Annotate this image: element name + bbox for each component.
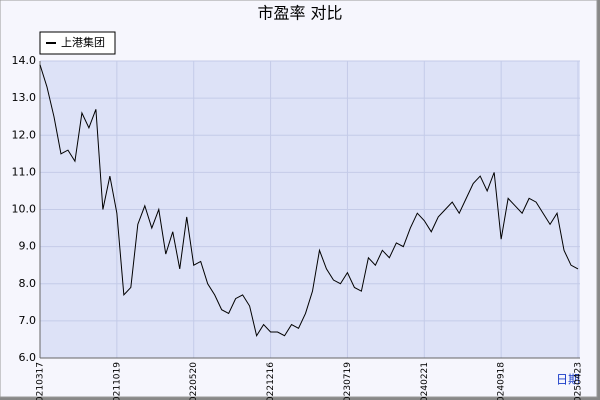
y-tick-label: 7.0 bbox=[19, 314, 37, 327]
y-tick-label: 14.0 bbox=[12, 54, 37, 67]
y-tick-label: 6.0 bbox=[19, 351, 37, 364]
x-tick-label: 20240221 bbox=[420, 362, 430, 400]
x-tick-label: 20210317 bbox=[36, 362, 46, 400]
x-tick-label: 20221216 bbox=[266, 362, 276, 400]
legend-label: 上港集团 bbox=[61, 35, 105, 49]
y-tick-label: 10.0 bbox=[12, 203, 37, 216]
y-tick-label: 8.0 bbox=[19, 277, 37, 290]
line bbox=[39, 64, 579, 338]
x-axis-label: 日期 bbox=[556, 373, 580, 387]
legend-box bbox=[39, 31, 116, 55]
x-tick-label: 20211019 bbox=[112, 362, 122, 400]
y-tick-label: 11.0 bbox=[12, 165, 37, 178]
x-tick-label: 20250423 bbox=[574, 362, 584, 400]
chart-title: 市盈率 对比 bbox=[257, 4, 342, 23]
x-tick-label: 20230719 bbox=[343, 362, 353, 400]
x-tick-label: 20240918 bbox=[497, 362, 507, 400]
x-tick-label: 20220520 bbox=[189, 362, 199, 400]
y-tick-label: 12.0 bbox=[12, 128, 37, 141]
y-tick-label: 13.0 bbox=[12, 91, 37, 104]
y-tick-label: 9.0 bbox=[19, 240, 37, 253]
